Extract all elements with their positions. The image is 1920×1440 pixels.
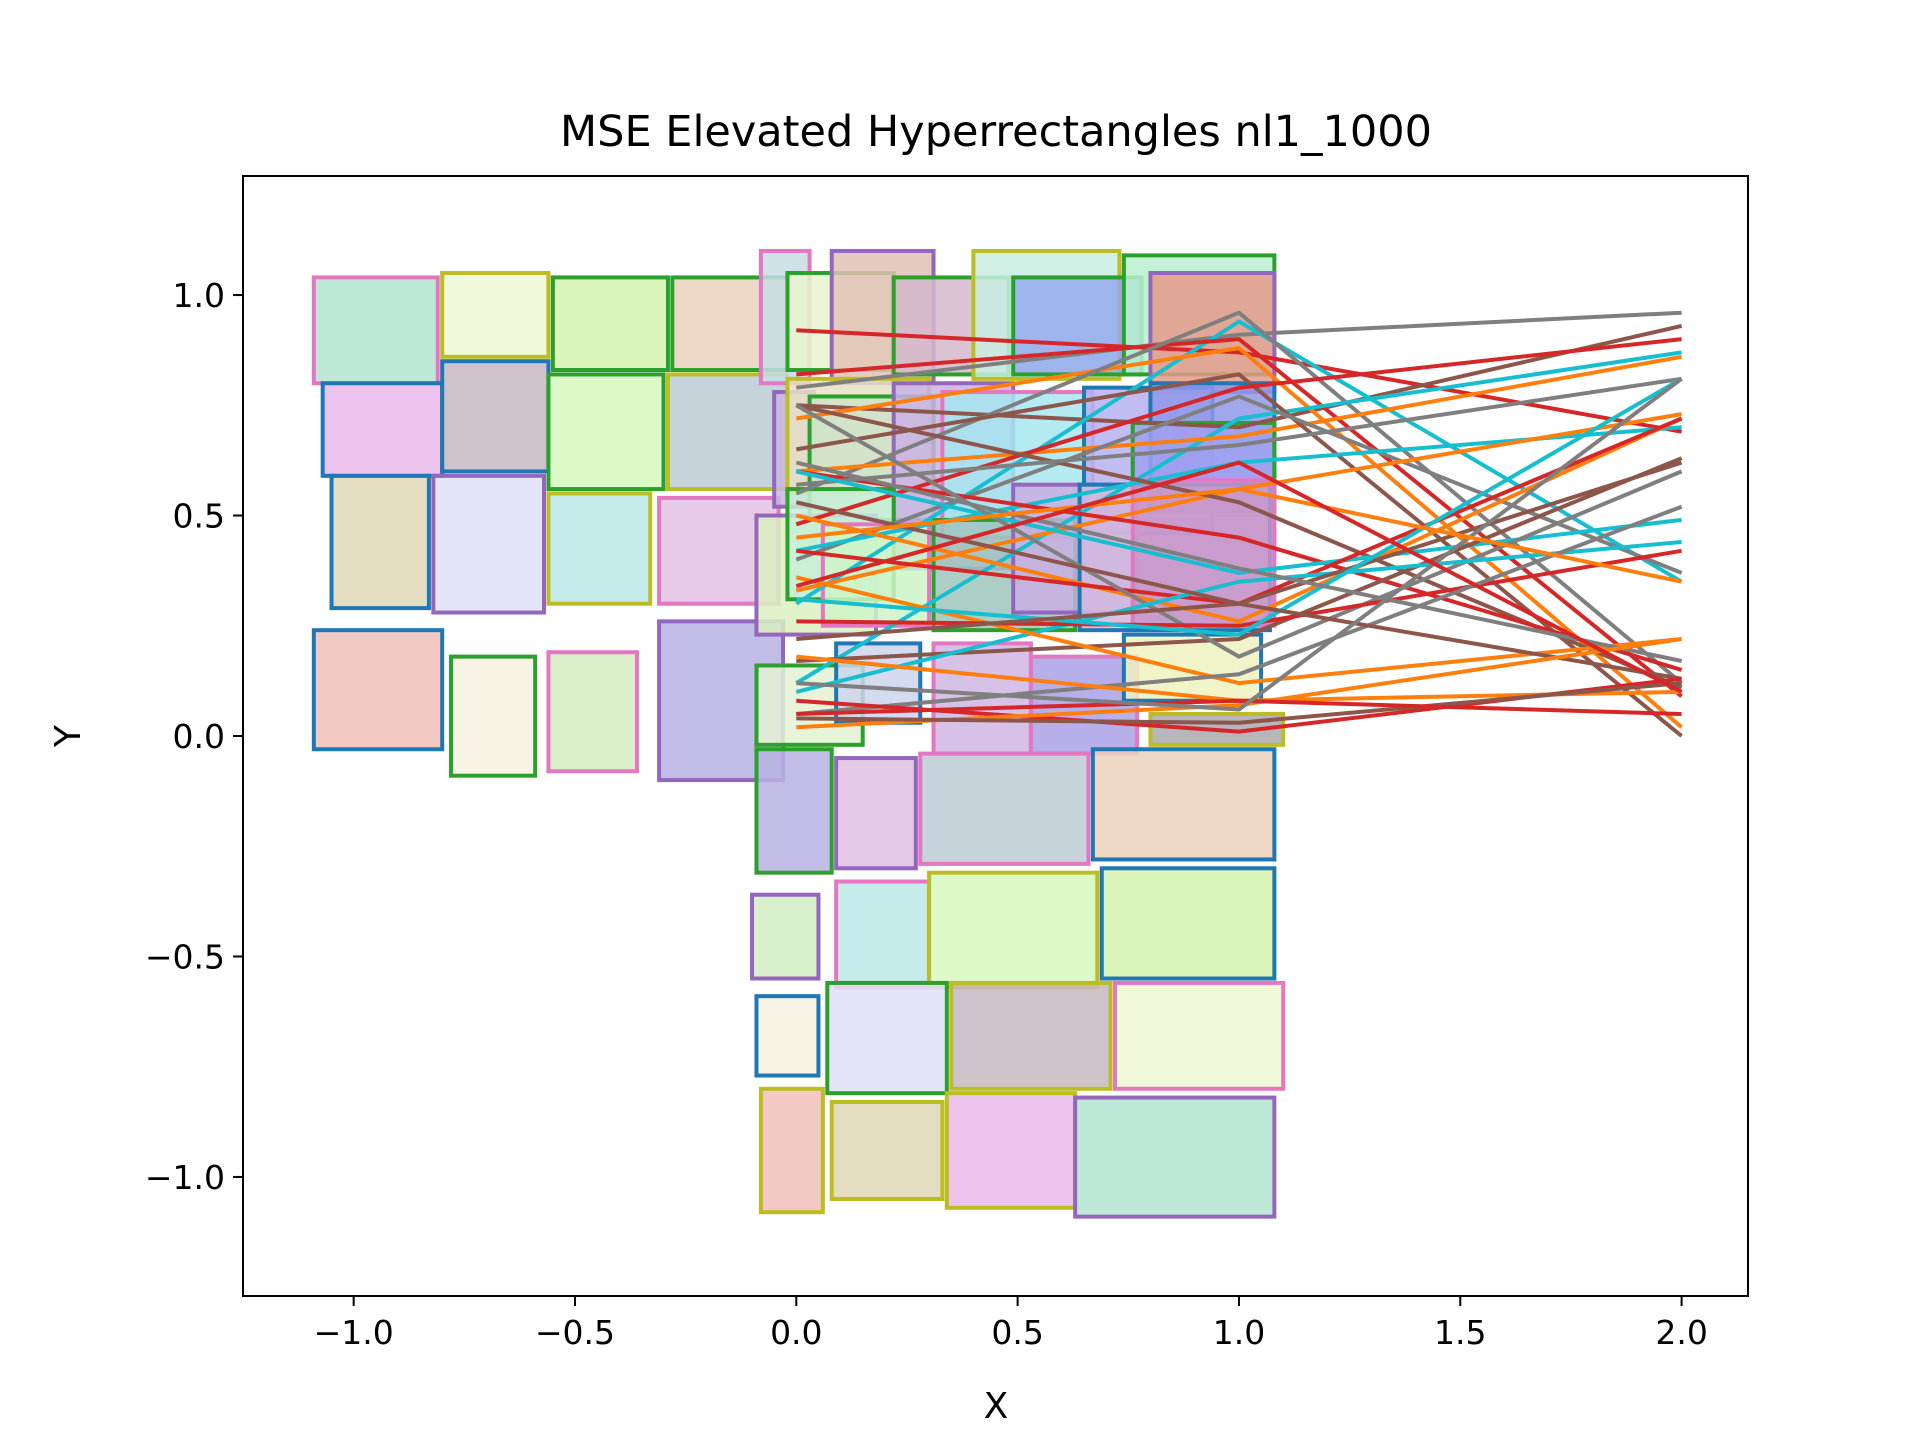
y-tick-label: −1.0	[145, 1158, 225, 1197]
series-line-0	[796, 310, 1682, 390]
x-tick-label: 1.0	[1213, 1313, 1265, 1352]
hyperrectangle-52	[1099, 866, 1277, 981]
series-line-34	[796, 698, 1682, 716]
x-tick-label: 2.0	[1655, 1313, 1707, 1352]
series-line-6	[795, 310, 1683, 685]
series-line-17	[795, 469, 1682, 575]
series-line-4	[795, 346, 1683, 729]
hyperrectangle-14	[546, 650, 639, 774]
series-line-2	[796, 323, 1683, 430]
hyperrectangle-51	[927, 870, 1100, 990]
hyperrectangle-0	[311, 275, 440, 386]
series-line-7	[795, 350, 1682, 685]
x-tick-label: −0.5	[535, 1313, 615, 1352]
series-line-1	[796, 328, 1682, 434]
x-tick-label: 0.0	[770, 1313, 822, 1352]
hyperrectangle-49	[750, 892, 821, 981]
hyperrectangle-50	[834, 879, 932, 990]
x-axis: −1.0 −0.5 0.0 0.5 1.0 1.5 2.0	[314, 1296, 1708, 1352]
hyperrectangle-53	[754, 994, 821, 1078]
series-line-36	[796, 487, 1683, 584]
hyperrectangle-1	[440, 271, 551, 359]
y-tick-label: 0.0	[173, 717, 225, 756]
hyperrectangle-5	[440, 359, 551, 474]
series-line-21	[795, 403, 1683, 659]
hyperrectangle-6	[546, 372, 666, 492]
y-axis: −1.0 −0.5 0.0 0.5 1.0	[145, 276, 243, 1197]
series-line-25	[796, 548, 1682, 628]
hyperrectangle-58	[829, 1099, 945, 1201]
hyperrectangle-2	[550, 275, 670, 373]
hyperrectangle-59	[944, 1091, 1078, 1210]
hyperrectangle-13	[449, 654, 538, 778]
series-line-22	[795, 540, 1682, 694]
hyperrectangle-8	[329, 473, 431, 611]
series-line-33	[796, 681, 1682, 725]
plot-area	[311, 248, 1683, 1219]
series-line-3	[795, 319, 1683, 606]
series-line-18	[795, 416, 1683, 624]
series-line-15	[796, 469, 1683, 672]
series-line-29	[796, 601, 1682, 681]
hyperrectangle-4	[320, 381, 445, 478]
x-axis-label: X	[984, 1386, 1009, 1427]
hyperrectangle-47	[918, 751, 1091, 866]
hyperrectangle-12	[311, 628, 445, 752]
x-tick-label: 0.5	[991, 1313, 1043, 1352]
series-line-26	[796, 504, 1683, 716]
hyperrectangle-45	[754, 747, 834, 875]
hyperrectangle-10	[546, 491, 653, 606]
chart-title: MSE Elevated Hyperrectangles nl1_1000	[560, 107, 1432, 157]
y-tick-label: 0.5	[173, 497, 225, 536]
x-tick-label: 1.5	[1434, 1313, 1486, 1352]
series-line-8	[796, 354, 1682, 474]
y-axis-label: Y	[48, 724, 89, 748]
hyperrectangle-55	[949, 980, 1113, 1091]
hyperrectangle-9	[431, 473, 546, 615]
x-tick-label: −1.0	[314, 1313, 394, 1352]
hyperrectangle-60	[1073, 1095, 1277, 1219]
series-line-35	[796, 377, 1683, 712]
hyperrectangle-56	[1113, 980, 1286, 1091]
hyperrectangle-48	[1090, 747, 1277, 862]
hyperrectangle-54	[825, 980, 949, 1096]
series-line-16	[796, 376, 1682, 487]
series-line-27	[796, 377, 1683, 637]
hyperrectangle-46	[834, 756, 918, 871]
series-line-10	[795, 337, 1682, 527]
hyperrectangle-7	[665, 372, 790, 492]
y-tick-label: −0.5	[145, 937, 225, 976]
y-tick-label: 1.0	[173, 276, 225, 315]
series-line-37	[795, 460, 1683, 694]
hyperrectangle-57	[758, 1086, 825, 1215]
series-line-31	[795, 460, 1683, 663]
